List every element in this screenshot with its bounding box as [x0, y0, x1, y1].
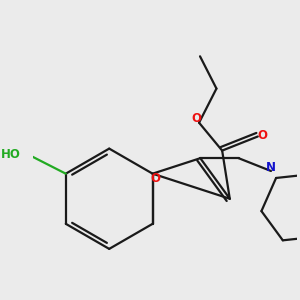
Text: O: O — [258, 129, 268, 142]
Text: HO: HO — [1, 148, 20, 160]
Text: O: O — [191, 112, 201, 125]
Text: N: N — [266, 161, 276, 174]
Text: O: O — [150, 172, 161, 185]
